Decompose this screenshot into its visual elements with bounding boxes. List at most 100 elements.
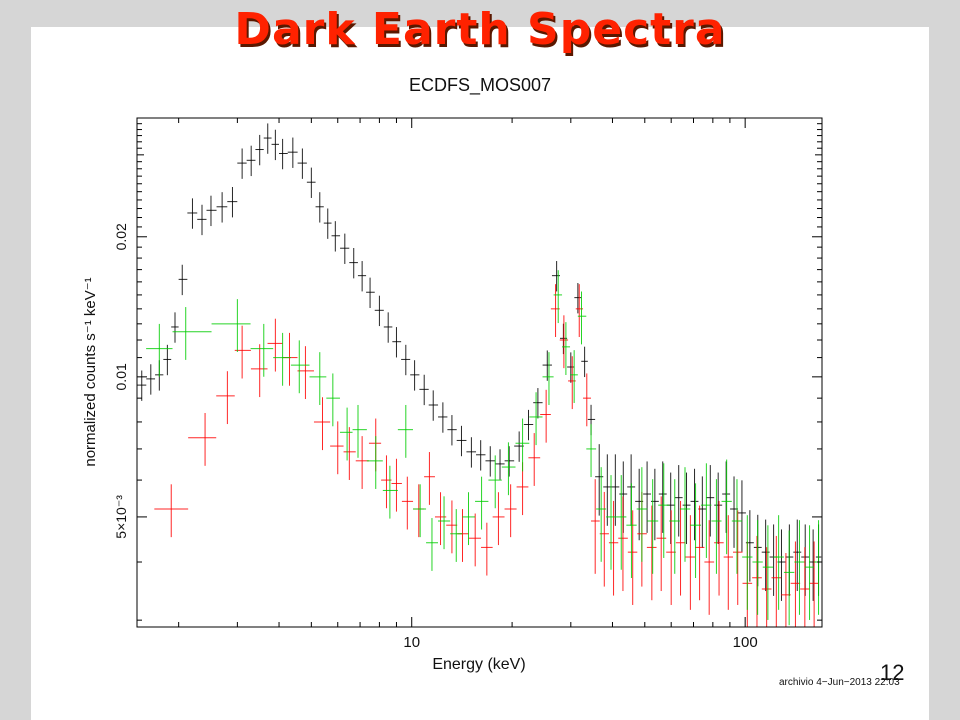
data-point bbox=[581, 346, 588, 378]
data-point bbox=[476, 440, 486, 471]
data-point bbox=[606, 475, 617, 570]
data-point bbox=[339, 407, 353, 461]
data-point bbox=[675, 500, 686, 596]
data-point bbox=[608, 500, 619, 596]
data-point bbox=[814, 520, 822, 615]
data-point bbox=[586, 424, 597, 478]
data-point bbox=[666, 510, 676, 605]
data-point bbox=[533, 388, 543, 419]
data-point bbox=[658, 463, 670, 558]
data-point bbox=[313, 397, 331, 451]
data-point bbox=[146, 364, 156, 395]
data-point bbox=[462, 492, 476, 546]
data-point bbox=[267, 318, 283, 372]
data-point bbox=[504, 446, 515, 477]
data-point bbox=[309, 352, 327, 405]
data-point bbox=[636, 467, 648, 562]
data-point bbox=[583, 373, 591, 427]
data-point bbox=[382, 465, 398, 519]
plot-frame bbox=[136, 117, 823, 628]
data-point bbox=[250, 344, 268, 398]
data-point bbox=[562, 322, 571, 376]
data-point bbox=[656, 496, 667, 592]
data-point bbox=[679, 467, 691, 562]
data-point bbox=[450, 509, 463, 562]
data-point bbox=[263, 123, 272, 154]
data-point bbox=[255, 134, 264, 166]
data-point bbox=[761, 519, 770, 592]
data-point bbox=[401, 344, 411, 376]
data-point bbox=[216, 371, 235, 425]
data-point bbox=[590, 479, 600, 574]
data-point bbox=[690, 483, 701, 578]
data-point bbox=[357, 261, 367, 292]
data-point bbox=[355, 436, 369, 489]
data-point bbox=[737, 480, 746, 552]
data-point bbox=[559, 315, 569, 369]
data-point bbox=[426, 518, 438, 571]
data-point bbox=[282, 332, 298, 386]
data-point bbox=[809, 541, 819, 627]
data-point bbox=[297, 346, 314, 400]
data-point bbox=[542, 350, 552, 381]
chart-title: ECDFS_MOS007 bbox=[408, 75, 552, 95]
data-point bbox=[793, 519, 802, 592]
x-axis-label: Energy (keV) bbox=[432, 656, 525, 673]
series-2 bbox=[146, 270, 822, 626]
data-point bbox=[616, 475, 627, 570]
data-point bbox=[290, 340, 310, 394]
data-point bbox=[323, 208, 332, 239]
data-point bbox=[723, 515, 734, 610]
data-point bbox=[446, 500, 458, 554]
data-point bbox=[447, 415, 457, 446]
data-point bbox=[368, 418, 382, 472]
data-point bbox=[250, 323, 274, 377]
data-point bbox=[306, 167, 316, 198]
data-point bbox=[722, 461, 731, 533]
data-point bbox=[475, 476, 489, 530]
data-point bbox=[137, 370, 147, 401]
data-point bbox=[456, 425, 467, 457]
data-point bbox=[523, 409, 534, 441]
archive-stamp: archivio 4−Jun−2013 22:03 bbox=[779, 677, 900, 688]
data-point bbox=[246, 145, 256, 177]
data-point bbox=[206, 195, 217, 227]
data-point bbox=[331, 221, 341, 252]
data-point bbox=[237, 148, 247, 179]
data-point bbox=[658, 461, 667, 533]
data-point bbox=[340, 233, 350, 264]
data-point bbox=[501, 442, 516, 496]
data-point bbox=[618, 496, 628, 592]
slide-panel bbox=[31, 27, 929, 720]
data-point bbox=[574, 283, 582, 314]
data-point bbox=[504, 484, 517, 538]
data-point bbox=[383, 312, 393, 343]
data-point bbox=[366, 277, 375, 308]
data-point bbox=[178, 264, 188, 296]
data-point bbox=[366, 436, 383, 489]
data-point bbox=[401, 476, 414, 530]
data-point bbox=[704, 520, 715, 615]
data-point bbox=[643, 461, 651, 533]
data-point bbox=[171, 312, 179, 343]
data-point bbox=[771, 535, 782, 627]
data-point bbox=[146, 323, 173, 377]
data-point bbox=[488, 455, 502, 509]
data-point bbox=[742, 515, 753, 610]
slide-title: Dark Earth Spectra bbox=[234, 4, 726, 55]
data-point bbox=[553, 270, 563, 324]
data-point bbox=[466, 437, 477, 468]
data-point bbox=[627, 510, 638, 605]
y-tick-label: 5×10⁻³ bbox=[113, 495, 129, 539]
data-point bbox=[626, 483, 637, 578]
data-point bbox=[154, 484, 189, 538]
data-point bbox=[485, 446, 496, 477]
data-point bbox=[567, 352, 575, 383]
data-point bbox=[428, 390, 439, 421]
data-point bbox=[392, 327, 402, 358]
data-point bbox=[711, 479, 722, 574]
data-point bbox=[694, 505, 705, 601]
data-point bbox=[515, 418, 530, 472]
series-1 bbox=[154, 284, 819, 627]
data-point bbox=[706, 465, 715, 537]
